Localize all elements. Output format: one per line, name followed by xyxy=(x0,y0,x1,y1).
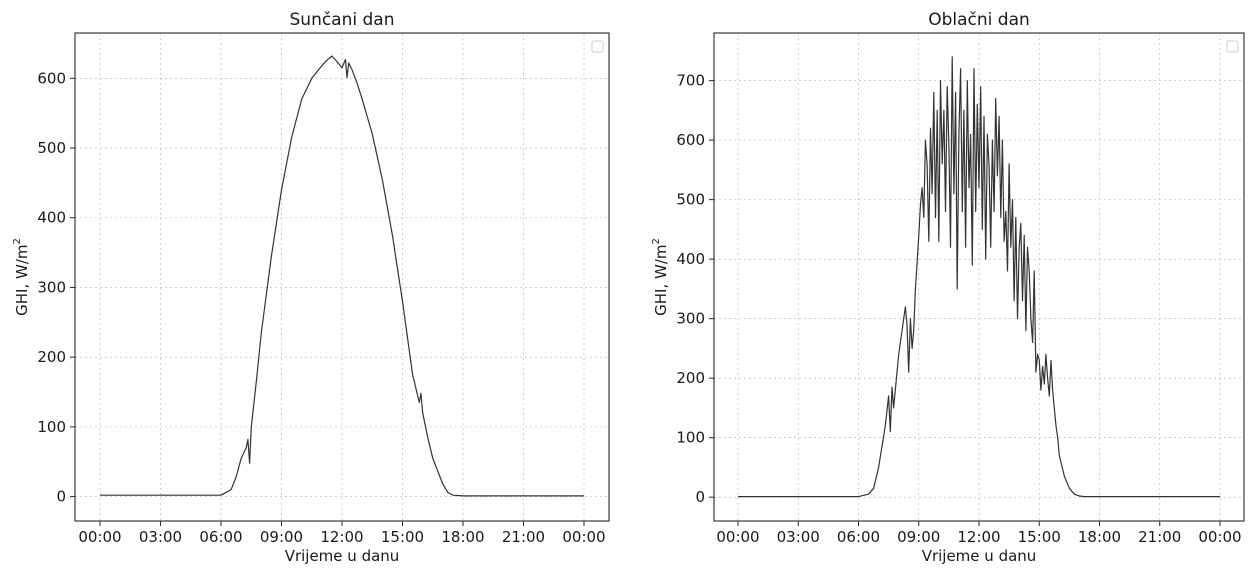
ghi-series-line xyxy=(100,55,584,497)
y-tick-label: 0 xyxy=(695,488,705,506)
y-tick-label: 600 xyxy=(37,69,66,87)
legend-box xyxy=(591,40,604,53)
y-tick-label: 100 xyxy=(37,418,66,436)
y-axis-label-main: GHI, W/m xyxy=(13,245,31,316)
x-tick-label: 00:00 xyxy=(716,528,759,546)
x-tick-label: 15:00 xyxy=(381,528,424,546)
y-tick-label: 100 xyxy=(676,429,705,447)
y-tick-label: 500 xyxy=(676,191,705,209)
y-tick-label: 0 xyxy=(56,488,66,506)
x-tick-label: 12:00 xyxy=(320,528,363,546)
x-tick-label: 00:00 xyxy=(562,528,605,546)
y-tick-label: 400 xyxy=(37,209,66,227)
y-axis-label-superscript: 2 xyxy=(651,238,662,244)
plot-frame xyxy=(713,32,1245,522)
legend-box xyxy=(1226,40,1239,53)
x-tick-label: 09:00 xyxy=(897,528,940,546)
x-tick-label: 21:00 xyxy=(1138,528,1181,546)
chart-cloudy-day: 00:00 03:00 06:00 09:00 12:00 15:00 18:00 21:00… xyxy=(651,10,1245,565)
y-tick-label: 200 xyxy=(37,348,66,366)
y-tick-label: 700 xyxy=(676,72,705,90)
y-tick-label: 600 xyxy=(676,131,705,149)
chart-sunny-day: 00:00 03:00 06:00 09:00 12:00 15:00 18:00 21:00… xyxy=(12,10,610,565)
x-tick-label: 15:00 xyxy=(1018,528,1061,546)
chart-title: Oblačni dan xyxy=(928,10,1030,30)
y-tick-label: 300 xyxy=(676,310,705,328)
y-axis-label: GHI, W/m2 xyxy=(651,238,670,316)
x-axis-label: Vrijeme u danu xyxy=(285,547,400,565)
y-axis-label-main: GHI, W/m xyxy=(652,245,670,316)
x-tick-label: 18:00 xyxy=(441,528,484,546)
y-tick-label: 300 xyxy=(37,278,66,296)
x-tick-label: 12:00 xyxy=(957,528,1000,546)
y-tick-label: 200 xyxy=(676,369,705,387)
x-tick-label: 03:00 xyxy=(777,528,820,546)
x-axis-label: Vrijeme u danu xyxy=(922,547,1037,565)
y-axis-label-superscript: 2 xyxy=(12,238,23,244)
y-axis-label: GHI, W/m2 xyxy=(12,238,31,316)
x-tick-label: 03:00 xyxy=(139,528,182,546)
x-tick-label: 06:00 xyxy=(837,528,880,546)
x-tick-label: 06:00 xyxy=(199,528,242,546)
plot-frame xyxy=(74,32,610,522)
x-tick-label: 18:00 xyxy=(1078,528,1121,546)
chart-title: Sunčani dan xyxy=(290,10,395,30)
ghi-series-line xyxy=(738,56,1220,498)
x-tick-label: 00:00 xyxy=(1198,528,1241,546)
y-tick-label: 500 xyxy=(37,139,66,157)
x-tick-label: 21:00 xyxy=(502,528,545,546)
x-tick-label: 00:00 xyxy=(78,528,121,546)
x-tick-label: 09:00 xyxy=(260,528,303,546)
y-tick-label: 400 xyxy=(676,250,705,268)
